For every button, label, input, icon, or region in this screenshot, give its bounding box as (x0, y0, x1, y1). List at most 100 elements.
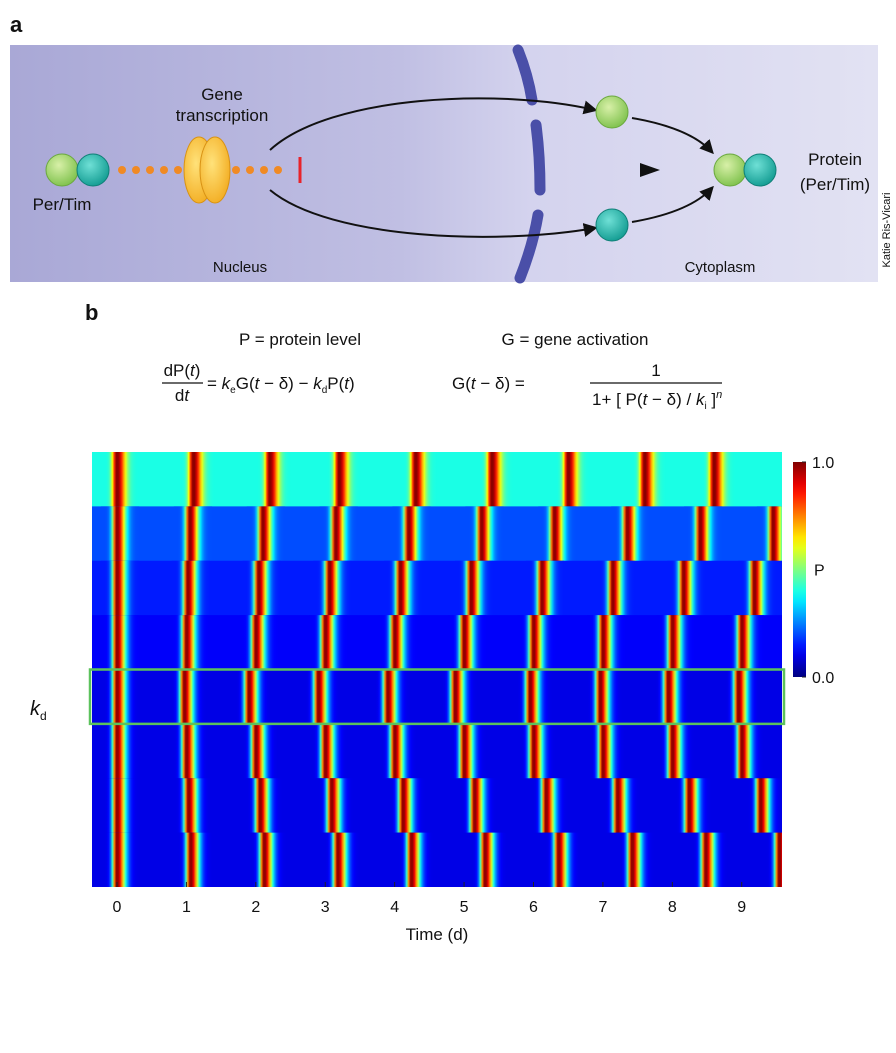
peak (372, 670, 410, 725)
gene-label: transcription (176, 106, 269, 125)
peak (530, 778, 568, 833)
peak (168, 670, 206, 725)
panel-label: a (10, 12, 23, 37)
peak (101, 778, 139, 833)
peak (395, 833, 433, 888)
peak (170, 615, 208, 670)
peak (379, 615, 417, 670)
equation: = keG(t − δ) − kdP(t) (207, 374, 355, 396)
x-tick-label: 9 (737, 899, 746, 916)
peak (722, 670, 760, 725)
peak (611, 506, 649, 561)
colorbar (793, 462, 806, 677)
equation: 1+ [ P(t − δ) / ki ]n (592, 389, 722, 412)
peak (101, 561, 139, 616)
peak (243, 561, 281, 616)
peak (538, 506, 576, 561)
peak (448, 724, 486, 779)
peak (172, 778, 210, 833)
peak (384, 561, 422, 616)
per-protein (714, 154, 746, 186)
equation: dt (175, 386, 190, 405)
peak (175, 833, 213, 888)
peak (597, 561, 635, 616)
peak (379, 724, 417, 779)
peak (517, 724, 555, 779)
equation: 1 (651, 361, 660, 380)
protein-label: (Per/Tim) (800, 175, 870, 194)
x-tick-label: 3 (321, 899, 330, 916)
peak (174, 506, 212, 561)
peak (757, 506, 795, 561)
peak (476, 452, 514, 507)
per-protein (46, 154, 78, 186)
y-axis-label: kd (30, 698, 47, 723)
peak (101, 615, 139, 670)
definition: P = protein level (239, 330, 361, 349)
x-tick-label: 1 (182, 899, 191, 916)
panel-label: b (85, 300, 98, 325)
peak (387, 778, 425, 833)
peak (667, 561, 705, 616)
peak (738, 561, 776, 616)
peak (656, 724, 694, 779)
peak (514, 670, 552, 725)
x-tick-label: 7 (598, 899, 607, 916)
peak (616, 833, 654, 888)
peak (587, 724, 625, 779)
peak (240, 615, 278, 670)
peak (744, 778, 782, 833)
peak (315, 778, 353, 833)
peak (698, 452, 736, 507)
peak (172, 561, 210, 616)
tim-protein (77, 154, 109, 186)
gene-label: Gene (201, 85, 243, 104)
peak (247, 506, 285, 561)
peak (399, 452, 437, 507)
peak (465, 506, 503, 561)
peak (458, 778, 496, 833)
per-protein (596, 96, 628, 128)
peak (652, 670, 690, 725)
peak (601, 778, 639, 833)
credit: Katie Ris-Vicari (881, 193, 893, 268)
tim-protein (596, 209, 628, 241)
protein-label: Protein (808, 150, 862, 169)
peak (656, 615, 694, 670)
peak (526, 561, 564, 616)
peak (233, 670, 271, 725)
peak (542, 833, 580, 888)
x-tick-label: 4 (390, 899, 399, 916)
peak (517, 615, 555, 670)
complex-label: Per/Tim (33, 195, 92, 214)
x-tick-label: 8 (668, 899, 677, 916)
peak (101, 670, 139, 725)
colorbar-tick-label: 0.0 (812, 670, 834, 687)
peak (170, 724, 208, 779)
peak (309, 724, 347, 779)
x-tick-label: 2 (251, 899, 260, 916)
peak (726, 724, 764, 779)
peak (177, 452, 215, 507)
peak (101, 833, 139, 888)
colorbar-label: P (814, 563, 825, 580)
colorbar-tick-label: 1.0 (812, 455, 834, 472)
peak (726, 615, 764, 670)
peak (552, 452, 590, 507)
definition: G = gene activation (502, 330, 649, 349)
x-tick-label: 0 (113, 899, 122, 916)
peak (584, 670, 622, 725)
peak (448, 615, 486, 670)
peak (587, 615, 625, 670)
x-tick-label: 5 (460, 899, 469, 916)
peak (393, 506, 431, 561)
peak (244, 778, 282, 833)
peak (469, 833, 507, 888)
peak (684, 506, 722, 561)
equation: dP(t) (164, 361, 201, 380)
peak (101, 506, 139, 561)
nucleus-label: Nucleus (213, 259, 267, 276)
peak (240, 724, 278, 779)
peak (673, 778, 711, 833)
polymerase (200, 137, 230, 203)
